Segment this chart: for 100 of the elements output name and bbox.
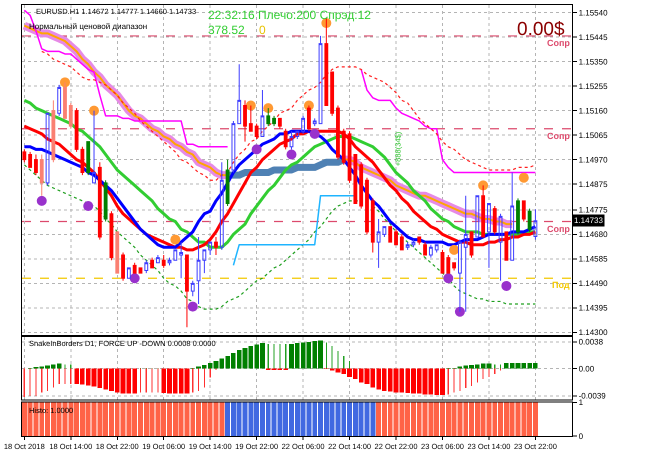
candlestick (458, 239, 462, 312)
y-tick-label: 1.15350 (578, 58, 608, 67)
candlestick (417, 236, 422, 246)
point (443, 273, 454, 284)
candlestick (428, 244, 433, 258)
candlestick (63, 82, 67, 119)
point (60, 77, 70, 88)
candlestick (481, 184, 486, 238)
annotation: 0 (259, 23, 266, 37)
candlestick (132, 262, 137, 274)
candlestick (226, 159, 230, 207)
y-tick-label: 1.15445 (578, 33, 608, 42)
candlestick (80, 146, 84, 176)
candlestick (110, 210, 114, 261)
candlestick (104, 180, 108, 222)
candlestick (115, 231, 120, 274)
candlestick (353, 154, 358, 204)
candlestick (51, 100, 56, 163)
candlestick (412, 239, 416, 248)
y-tick-label: 1.15065 (578, 130, 608, 140)
candlestick (446, 254, 450, 274)
text: 1.14733 (574, 216, 604, 225)
point (170, 234, 180, 245)
y-tick-label: 1.14875 (578, 180, 608, 189)
candlestick (68, 102, 73, 130)
candlestick (98, 162, 102, 240)
y-tick-label: 1.14585 (578, 254, 608, 264)
ref-line-label: Сопр (547, 131, 570, 141)
ref-line-label: Сопр (547, 38, 570, 48)
point (263, 103, 274, 114)
y-tick-label: 1.14300 (578, 328, 608, 338)
y-tick-label: 1.14680 (578, 230, 608, 240)
candlestick (208, 242, 212, 256)
candlestick (290, 130, 294, 150)
candlestick (464, 195, 468, 312)
y-tick-label: 1.15160 (578, 106, 608, 116)
candlestick (284, 128, 288, 150)
y-tick-label: 1.14775 (578, 206, 608, 215)
point (501, 280, 512, 291)
candlestick (34, 154, 38, 176)
candlestick (301, 115, 306, 134)
candlestick (86, 141, 90, 176)
candlestick (533, 208, 538, 240)
candlestick (243, 100, 247, 142)
candlestick (168, 257, 172, 266)
candlestick (388, 226, 392, 243)
candlestick (376, 218, 381, 268)
annotation: 0.00$ (517, 19, 565, 40)
point (454, 306, 465, 317)
candlestick (365, 177, 369, 235)
candlestick (487, 202, 491, 268)
candlestick (237, 64, 242, 124)
candlestick (190, 280, 195, 297)
candlestick (272, 115, 276, 127)
candlestick (126, 267, 131, 279)
point (252, 144, 262, 154)
candlestick (359, 162, 364, 210)
y-tick-label: 0.00 (578, 364, 595, 374)
candlestick (202, 249, 206, 274)
candlestick (150, 257, 154, 268)
candlestick (162, 254, 166, 268)
point (83, 201, 94, 212)
candlestick (46, 112, 50, 186)
candlestick (400, 234, 404, 250)
point (449, 244, 460, 255)
y-tick-label: 0.0038 (578, 338, 604, 347)
candlestick (342, 128, 346, 166)
candlestick (475, 195, 480, 238)
candlestick (278, 118, 282, 130)
y-tick-label: 1.14395 (578, 304, 608, 313)
point (286, 150, 296, 160)
candlestick (510, 172, 514, 261)
candlestick (266, 108, 270, 127)
candlestick (156, 254, 160, 264)
candlestick (74, 108, 79, 152)
candlestick (452, 262, 456, 271)
y-tick-label: 1.15540 (578, 8, 608, 18)
candlestick (40, 154, 44, 196)
point (310, 128, 320, 139)
candlestick (522, 200, 526, 222)
candlestick (440, 249, 444, 274)
candlestick (57, 84, 62, 116)
candlestick (185, 254, 189, 328)
point (518, 172, 529, 183)
y-tick-label: -0.0039 (578, 392, 606, 401)
candlestick (498, 213, 502, 282)
ref-line-label: Сопр (547, 224, 570, 234)
candlestick (260, 90, 264, 137)
y-tick-label: 1 (578, 398, 584, 408)
candlestick (516, 198, 520, 235)
candlestick (528, 208, 532, 232)
candlestick (423, 242, 427, 256)
candlestick (370, 198, 375, 253)
point (130, 273, 140, 284)
y-tick-label: 1.15255 (578, 82, 608, 91)
candlestick (196, 236, 200, 305)
candlestick (121, 252, 125, 282)
line-series (41, 50, 536, 181)
candlestick (144, 260, 148, 274)
candlestick (220, 162, 224, 250)
